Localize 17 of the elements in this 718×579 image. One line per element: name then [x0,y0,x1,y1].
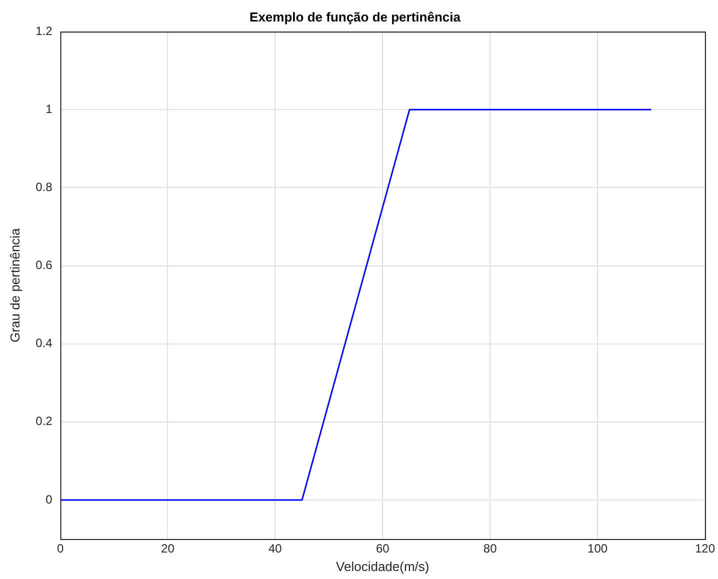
x-tick-label: 40 [268,542,282,556]
y-tick-label: 1.2 [36,24,53,38]
y-tick-label: 0.4 [36,336,53,350]
x-tick-label: 20 [161,542,175,556]
x-tick-label: 80 [483,542,498,556]
x-axis-title: Velocidade(m/s) [336,558,430,574]
x-tick-label: 120 [694,542,716,556]
y-tick-label: 1 [46,102,53,116]
chart-title: Exemplo de função de pertinência [250,9,462,24]
y-tick-label: 0 [46,492,53,506]
x-tick-label: 60 [376,542,390,556]
y-tick-label: 0.6 [36,258,53,272]
x-tick-label: 100 [588,542,608,556]
y-tick-label: 0.2 [36,414,53,428]
x-tick-label: 0 [56,542,64,556]
y-axis-title: Grau de pertinência [7,227,22,342]
y-tick-label: 0.8 [36,180,53,194]
